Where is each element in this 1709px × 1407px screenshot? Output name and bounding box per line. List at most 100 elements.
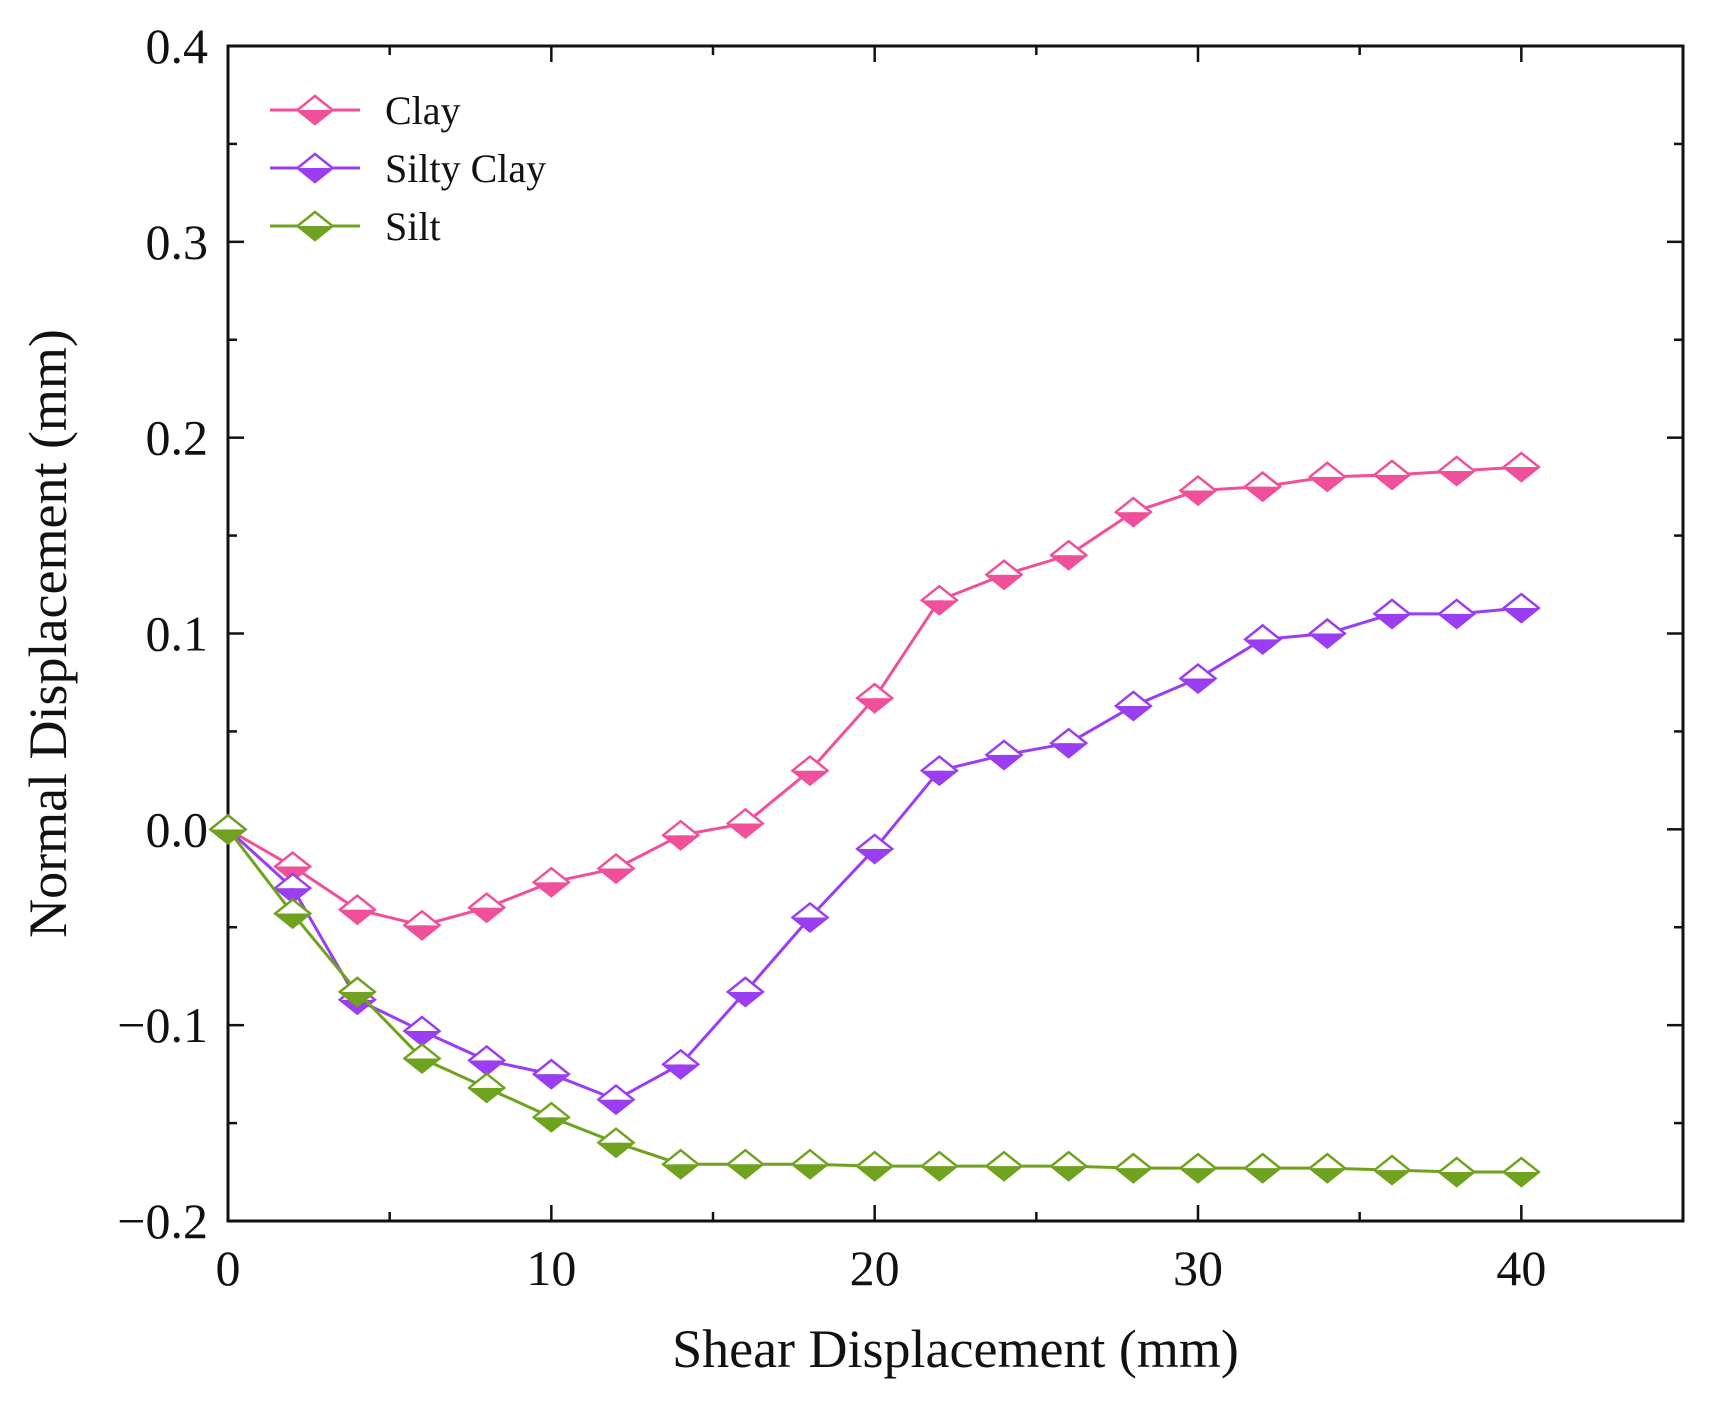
data-point-clay bbox=[919, 584, 959, 616]
marker-lower-half bbox=[986, 754, 1022, 769]
data-point-silty-clay bbox=[531, 1058, 571, 1090]
marker-outline bbox=[1501, 451, 1541, 483]
marker-lower-half bbox=[986, 574, 1022, 589]
x-tick-label: 40 bbox=[1496, 1240, 1546, 1296]
marker-upper-half bbox=[1245, 625, 1281, 640]
data-point-clay bbox=[855, 682, 895, 714]
marker-lower-half bbox=[1115, 1168, 1151, 1183]
data-point-silt bbox=[725, 1148, 765, 1180]
data-point-silty-clay bbox=[919, 754, 959, 787]
marker-lower-half bbox=[1115, 512, 1151, 527]
marker-outline bbox=[596, 852, 636, 885]
legend-label-clay: Clay bbox=[385, 88, 461, 133]
marker-outline bbox=[984, 559, 1024, 591]
x-tick-label: 0 bbox=[216, 1240, 241, 1296]
marker-lower-half bbox=[1115, 705, 1151, 720]
marker-lower-half bbox=[727, 1164, 763, 1179]
data-point-clay bbox=[402, 909, 442, 941]
marker-upper-half bbox=[1245, 472, 1281, 487]
data-point-clay bbox=[1307, 461, 1347, 493]
marker-upper-half bbox=[792, 903, 828, 918]
marker-upper-half bbox=[1374, 1156, 1410, 1171]
marker-upper-half bbox=[598, 854, 634, 869]
marker-upper-half bbox=[857, 1152, 893, 1167]
marker-outline bbox=[596, 1127, 636, 1159]
marker-outline bbox=[855, 833, 895, 865]
data-point-clay bbox=[1501, 451, 1541, 483]
data-point-clay bbox=[984, 559, 1024, 591]
marker-lower-half bbox=[1374, 613, 1410, 628]
marker-lower-half bbox=[469, 1060, 505, 1075]
marker-lower-half bbox=[1503, 1172, 1539, 1187]
legend-item-silty-clay: Silty Clay bbox=[270, 146, 546, 191]
legend-marker-silty-clay bbox=[295, 152, 335, 184]
marker-outline bbox=[725, 976, 765, 1008]
data-point-silty-clay bbox=[725, 976, 765, 1008]
marker-lower-half bbox=[792, 917, 828, 932]
marker-lower-half bbox=[1180, 490, 1216, 505]
data-point-silty-clay bbox=[467, 1044, 507, 1077]
marker-lower-half bbox=[598, 868, 634, 883]
marker-outline bbox=[1501, 1156, 1541, 1188]
legend-label-silty-clay: Silty Clay bbox=[385, 146, 546, 191]
marker-lower-half bbox=[921, 770, 957, 785]
marker-upper-half bbox=[533, 868, 569, 883]
data-point-silt bbox=[855, 1150, 895, 1182]
marker-outline bbox=[790, 901, 830, 934]
marker-lower-half bbox=[404, 925, 440, 940]
marker-upper-half bbox=[1051, 541, 1087, 556]
marker-outline bbox=[790, 1148, 830, 1180]
marker-outline bbox=[984, 739, 1024, 771]
marker-outline bbox=[661, 819, 701, 851]
data-point-clay bbox=[596, 852, 636, 885]
y-tick-label: 0.0 bbox=[146, 801, 209, 857]
marker-lower-half bbox=[663, 1164, 699, 1179]
data-point-silt bbox=[1307, 1152, 1347, 1184]
marker-lower-half bbox=[1309, 633, 1345, 648]
marker-upper-half bbox=[857, 834, 893, 849]
marker-lower-half bbox=[857, 1166, 893, 1181]
series-silt bbox=[208, 813, 1541, 1188]
data-point-clay bbox=[531, 866, 571, 898]
marker-lower-half bbox=[404, 1058, 440, 1073]
marker-upper-half bbox=[275, 852, 311, 867]
marker-upper-half bbox=[404, 1044, 440, 1059]
marker-outline bbox=[919, 584, 959, 616]
marker-outline bbox=[1049, 1150, 1089, 1182]
series-silty-clay bbox=[208, 592, 1541, 1116]
marker-lower-half bbox=[533, 882, 569, 897]
data-point-silty-clay bbox=[1437, 598, 1477, 630]
marker-upper-half bbox=[1115, 691, 1151, 706]
marker-outline bbox=[467, 892, 507, 924]
marker-outline bbox=[1178, 1152, 1218, 1184]
marker-lower-half bbox=[857, 698, 893, 713]
data-point-silt bbox=[1243, 1152, 1283, 1184]
x-axis-title: Shear Displacement (mm) bbox=[672, 1319, 1239, 1379]
y-tick-label: 0.2 bbox=[146, 410, 209, 466]
marker-lower-half bbox=[1051, 555, 1087, 570]
marker-lower-half bbox=[792, 770, 828, 785]
marker-upper-half bbox=[1180, 476, 1216, 491]
marker-upper-half bbox=[986, 740, 1022, 755]
marker-outline bbox=[855, 1150, 895, 1182]
data-point-silty-clay bbox=[984, 739, 1024, 771]
marker-upper-half bbox=[727, 809, 763, 824]
y-tick-label: 0.4 bbox=[146, 18, 209, 74]
marker-upper-half bbox=[1309, 619, 1345, 634]
data-point-clay bbox=[790, 754, 830, 787]
marker-upper-half bbox=[1439, 1158, 1475, 1173]
data-point-clay bbox=[1178, 474, 1218, 507]
data-point-silty-clay bbox=[1243, 623, 1283, 655]
marker-upper-half bbox=[1309, 1154, 1345, 1169]
marker-upper-half bbox=[533, 1103, 569, 1118]
data-point-silty-clay bbox=[1113, 690, 1153, 722]
marker-outline bbox=[1437, 455, 1477, 487]
marker-upper-half bbox=[598, 1128, 634, 1143]
marker-outline bbox=[295, 152, 335, 184]
data-point-clay bbox=[725, 807, 765, 840]
data-point-silt bbox=[661, 1148, 701, 1180]
marker-outline bbox=[1437, 1156, 1477, 1188]
data-point-silty-clay bbox=[596, 1083, 636, 1116]
marker-lower-half bbox=[1439, 613, 1475, 628]
marker-outline bbox=[1178, 474, 1218, 507]
